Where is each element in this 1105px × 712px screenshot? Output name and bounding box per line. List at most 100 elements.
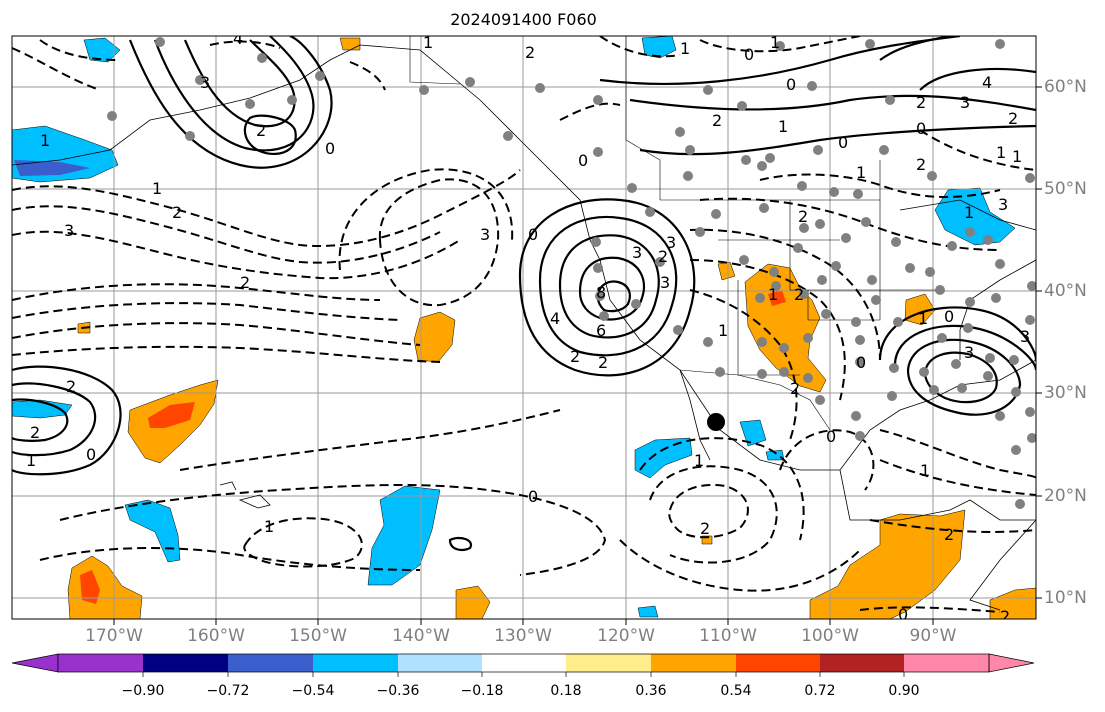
colorbar-tick-label: 0.72 [804,683,836,699]
colorbar-outline [57,653,990,673]
contour-label: 0 [528,225,538,244]
contour-label: 2 [712,111,722,130]
contour-label: 0 [826,427,836,446]
colorbar-tick-label: −0.18 [460,683,504,699]
contour-label: 4 [233,29,243,48]
lon-label: 130°W [494,626,552,646]
colorbar-segment [313,654,398,672]
contour-label: 0 [916,119,926,138]
contour-label: 3 [1020,327,1030,346]
colorbar-segment [904,654,989,672]
contour-label: 2 [525,43,535,62]
contour-label: 1 [920,461,930,480]
contour-label: 4 [982,73,992,92]
colorbar [11,653,1035,677]
contour-label: 2 [1008,109,1018,128]
station-markers [107,37,1036,509]
colorbar-segment [820,654,904,672]
contour-label: 1 [964,203,974,222]
contour-label: 0 [856,353,866,372]
contour-label: 2 [658,247,668,266]
lat-label: 30°N [1044,383,1087,403]
lon-label: 120°W [597,626,655,646]
contour-label: 4 [550,309,560,328]
contour-label: 1 [694,451,704,470]
contour-label: 3 [666,233,676,252]
axis-ticks [113,86,1042,625]
contour-label: 6 [596,321,606,340]
contour-label: 3 [964,343,974,362]
lon-label: 100°W [801,626,859,646]
contour-label: 0 [898,605,908,624]
map-border [11,35,1037,620]
contour-label: 2 [794,285,804,304]
contour-label: 1 [1012,147,1022,166]
colorbar-segment [398,654,482,672]
highlighted-station-marker [707,413,725,431]
colorbar-tick-label: 0.90 [888,683,920,699]
lon-label: 170°W [85,626,143,646]
contour-label: 1 [152,179,162,198]
contour-label: 8 [596,283,606,302]
colorbar-tick-label: 0.54 [720,683,752,699]
colorbar-tick-label: −0.54 [291,683,335,699]
lon-label: 90°W [909,626,957,646]
lat-label: 10°N [1044,588,1087,608]
contour-label: 2 [916,93,926,112]
contour-label-group: 1 3 4 2 0 1 3 2 1 2 1 3 2 0 2 1 0 0 2 1 … [26,29,1030,624]
lon-label: 160°W [187,626,245,646]
lat-label: 40°N [1044,281,1087,301]
contour-label: 1 [918,309,928,328]
colorbar-tick-label: −0.90 [121,683,165,699]
contour-label: 1 [680,39,690,58]
contour-label: 3 [960,93,970,112]
contour-label: 1 [423,33,433,52]
contour-label: 0 [325,139,335,158]
colorbar-left-extension [11,653,59,673]
contour-label: 2 [172,203,182,222]
contour-label: 3 [480,225,490,244]
lat-label: 50°N [1044,179,1087,199]
contour-label: 1 [40,131,50,150]
contour-label: 2 [944,525,954,544]
contour-label: 1 [718,321,728,340]
contour-label: 0 [786,75,796,94]
contour-label: 1 [770,33,780,52]
colorbar-segment [143,654,228,672]
contour-label: 0 [944,307,954,326]
contour-label: 0 [86,445,96,464]
colorbar-segment [566,654,651,672]
graticule [12,36,1036,619]
contour-label: 1 [996,143,1006,162]
contour-label: 1 [264,517,274,536]
contour-label: 3 [998,195,1008,214]
lon-label: 110°W [699,626,757,646]
colorbar-tick-label: 0.18 [550,683,582,699]
contour-label: 2 [30,423,40,442]
strong-negative-areas [14,160,90,176]
colorbar-right-extension [988,653,1035,673]
colorbar-tick-label: −0.72 [206,683,250,699]
colorbar-segment [651,654,736,672]
contour-label: 2 [240,273,250,292]
contour-label: 1 [856,163,866,182]
contour-label: 1 [768,285,778,304]
strong-positive-areas [80,290,786,604]
colorbar-tick-label: −0.36 [376,683,420,699]
contour-label: 3 [64,221,74,240]
colorbar-segment [228,654,313,672]
colorbar-tick-label: 0.36 [635,683,667,699]
contour-label: 2 [256,121,266,140]
contour-label: 1 [778,117,788,136]
contour-label: 2 [570,347,580,366]
contour-label: 2 [700,519,710,538]
contour-label: 2 [790,379,800,398]
map-title: 2024091400 F060 [450,10,597,29]
map-frame-background [12,36,1036,619]
contour-label: 2 [798,207,808,226]
colorbar-segment [736,654,820,672]
colorbar-segment [482,654,566,672]
contour-label: 2 [66,377,76,396]
contour-label: 1 [26,451,36,470]
contour-label: 2 [598,353,608,372]
